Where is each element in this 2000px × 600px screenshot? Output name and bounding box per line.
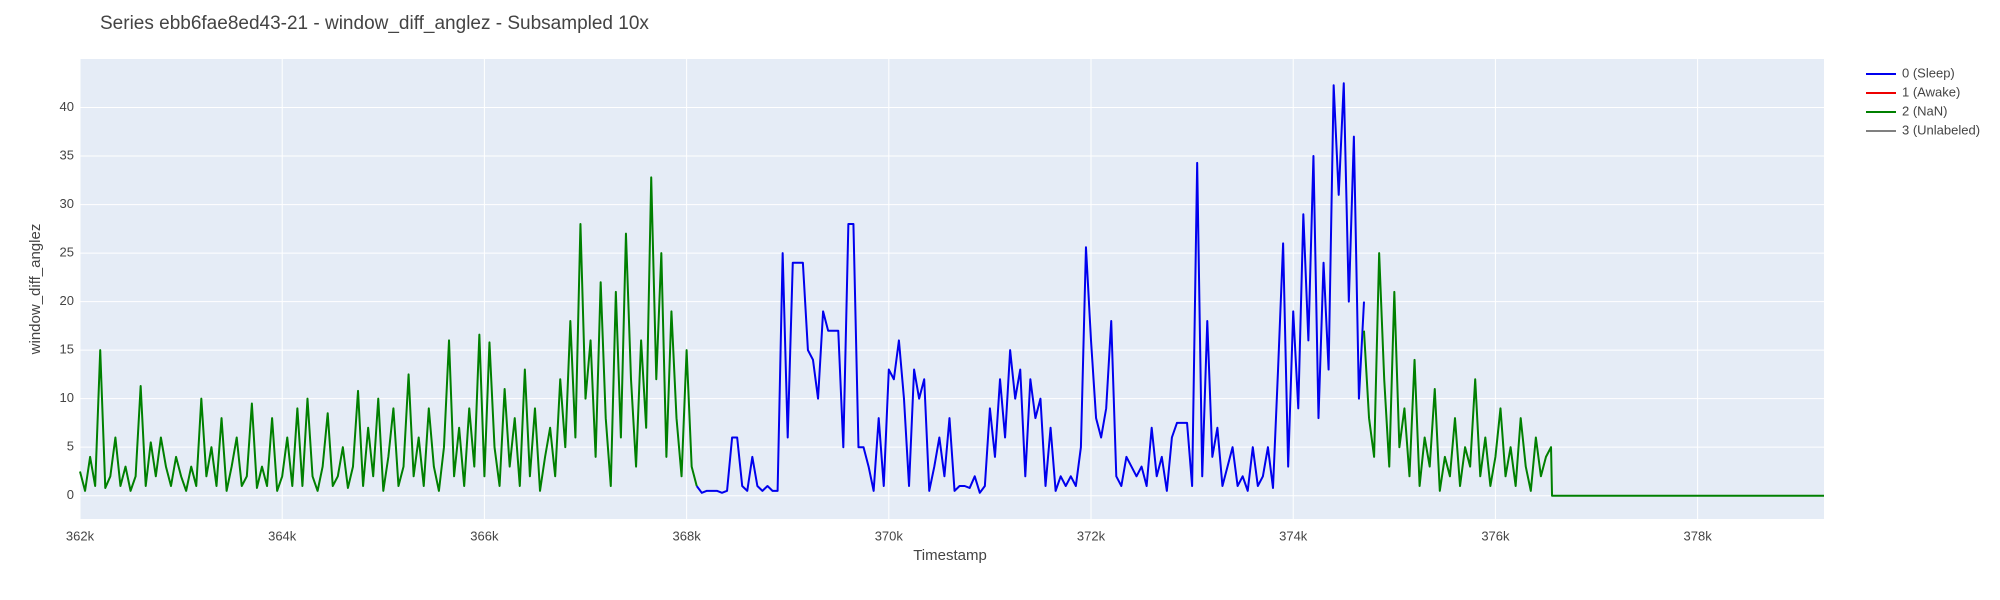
y-tick-label: 15 — [60, 342, 74, 357]
y-tick-label: 30 — [60, 196, 74, 211]
x-tick-label: 364k — [268, 528, 297, 543]
y-tick-label: 25 — [60, 245, 74, 260]
series-line — [695, 82, 1365, 494]
legend-label[interactable]: 1 (Awake) — [1902, 84, 1960, 99]
y-tick-label: 0 — [67, 487, 74, 502]
y-tick-label: 35 — [60, 147, 74, 162]
x-tick-label: 378k — [1684, 528, 1713, 543]
y-tick-label: 40 — [60, 99, 74, 114]
x-tick-label: 362k — [66, 528, 95, 543]
x-tick-label: 376k — [1481, 528, 1510, 543]
y-tick-label: 10 — [60, 390, 74, 405]
legend-label[interactable]: 0 (Sleep) — [1902, 65, 1955, 80]
legend-label[interactable]: 2 (NaN) — [1902, 103, 1948, 118]
x-tick-label: 372k — [1077, 528, 1106, 543]
chart-title: Series ebb6fae8ed43-21 - window_diff_ang… — [100, 13, 649, 34]
x-tick-label: 366k — [470, 528, 499, 543]
y-tick-label: 5 — [67, 439, 74, 454]
series-line — [79, 176, 1824, 497]
y-axis-title: window_diff_anglez — [27, 224, 44, 356]
x-tick-label: 370k — [875, 528, 904, 543]
x-axis-title: Timestamp — [913, 547, 987, 564]
x-tick-label: 368k — [673, 528, 702, 543]
legend-label[interactable]: 3 (Unlabeled) — [1902, 122, 1980, 137]
y-tick-label: 20 — [60, 293, 74, 308]
x-tick-label: 374k — [1279, 528, 1308, 543]
